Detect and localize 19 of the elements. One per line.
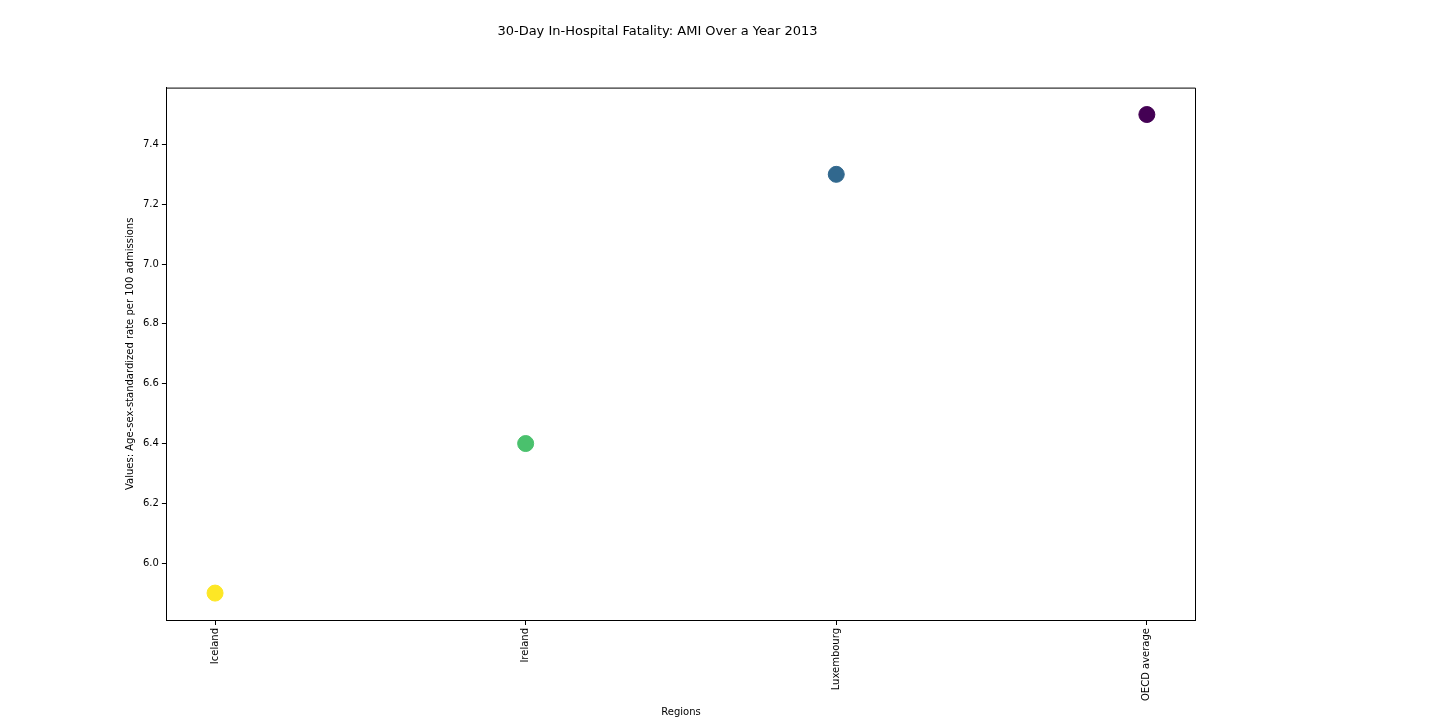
y-tick-label: 6.0 bbox=[143, 556, 159, 568]
y-tick-label: 6.4 bbox=[143, 437, 159, 449]
x-tick-label: Luxembourg bbox=[829, 628, 841, 691]
x-axis-title: Regions bbox=[661, 705, 701, 717]
y-tick-label: 6.2 bbox=[143, 496, 159, 508]
point bbox=[827, 165, 845, 183]
point bbox=[1138, 106, 1156, 124]
point bbox=[517, 435, 535, 453]
x-tick-label: Ireland bbox=[519, 628, 531, 663]
x-tick-label: Iceland bbox=[208, 628, 220, 665]
chart-title: 30-Day In-Hospital Fatality: AMI Over a Year 2013 bbox=[497, 23, 818, 39]
x-tick-label: OECD average bbox=[1140, 628, 1152, 702]
y-tick-label: 7.0 bbox=[143, 257, 159, 269]
y-tick-label: 6.8 bbox=[143, 317, 159, 329]
y-axis-title: Values: Age-sex-standardized rate per 100 admissions bbox=[123, 217, 135, 490]
y-tick-label: 7.4 bbox=[143, 138, 159, 150]
point bbox=[206, 584, 224, 602]
y-tick-label: 6.6 bbox=[143, 377, 159, 389]
y-tick-label: 7.2 bbox=[143, 197, 159, 209]
